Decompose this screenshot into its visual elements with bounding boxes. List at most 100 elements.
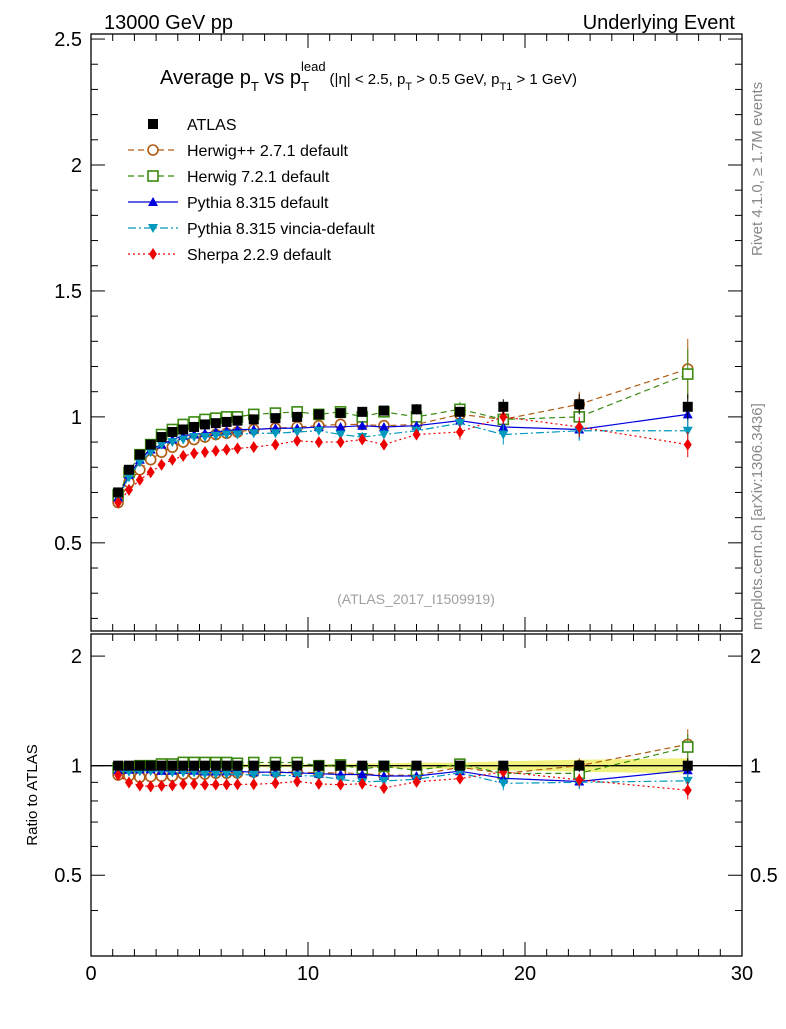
data-point <box>222 443 231 456</box>
ratio-point <box>179 778 188 791</box>
rivet-version-label: Rivet 4.1.0, ≥ 1.7M events <box>749 82 766 256</box>
data-point <box>232 415 243 426</box>
legend-marker <box>147 144 159 156</box>
ratio-point <box>681 741 694 753</box>
ratio-series-herwig-2-7-1-default <box>112 729 694 784</box>
data-point <box>135 473 144 486</box>
ratio-point <box>378 777 389 787</box>
ratio-point <box>232 760 243 771</box>
ratio-point <box>357 769 368 779</box>
data-point <box>145 439 156 450</box>
ratio-point <box>412 775 421 788</box>
data-point <box>211 444 220 457</box>
header-underlying-event: Underlying Event <box>583 12 736 34</box>
ratio-point <box>199 760 210 771</box>
plot-title: Average pT vs pTlead(|η| < 2.5, pT > 0.5… <box>160 59 577 94</box>
data-point <box>335 430 346 440</box>
ratio-point <box>178 760 189 771</box>
data-point <box>293 434 302 447</box>
ratio-point <box>378 760 389 771</box>
data-point <box>249 441 258 454</box>
x-tick-label: 0 <box>85 963 96 985</box>
data-point <box>335 421 346 431</box>
data-point <box>167 438 178 448</box>
ratio-point <box>682 776 693 786</box>
data-point <box>411 404 422 415</box>
data-point <box>248 414 259 425</box>
data-point <box>113 487 124 498</box>
header-energy-label: 13000 GeV pp <box>104 12 233 34</box>
x-tick-label: 10 <box>297 963 319 985</box>
data-point <box>498 430 509 440</box>
ratio-point <box>233 778 242 791</box>
legend-marker <box>148 197 158 206</box>
data-point <box>124 483 133 496</box>
legend-label: Sherpa 2.2.9 default <box>187 247 332 264</box>
data-point <box>189 421 200 432</box>
ratio-point <box>249 778 258 791</box>
data-point <box>314 436 323 449</box>
ratio-point <box>135 779 144 792</box>
x-tick-label: 20 <box>514 963 536 985</box>
data-point <box>145 448 156 458</box>
y-tick-label: 0.5 <box>54 533 82 555</box>
ratio-y-tick-label: 1 <box>750 756 761 778</box>
ratio-point <box>313 772 324 782</box>
legend-label: Pythia 8.315 default <box>187 195 329 212</box>
legend-entry-pythia-8-315-default: Pythia 8.315 default <box>128 195 329 212</box>
ratio-point <box>292 760 303 771</box>
data-point <box>200 446 209 459</box>
data-point <box>221 430 232 440</box>
data-point <box>167 427 178 437</box>
ratio-point <box>336 778 345 791</box>
legend-label: Herwig 7.2.1 default <box>187 169 330 186</box>
data-point <box>210 431 221 441</box>
data-point <box>292 428 303 437</box>
data-point <box>683 438 692 451</box>
ratio-point <box>411 760 422 771</box>
legend-entry-herwig-7-2-1-default: Herwig 7.2.1 default <box>128 169 330 186</box>
legend-marker <box>148 119 158 129</box>
ratio-y-tick-label: 2 <box>71 646 82 668</box>
ratio-point <box>178 768 189 778</box>
data-point <box>455 426 464 438</box>
ratio-point <box>134 760 145 771</box>
data-point <box>221 416 232 427</box>
ratio-point <box>313 760 324 771</box>
legend-entry-herwig-2-7-1-default: Herwig++ 2.7.1 default <box>128 143 349 160</box>
y-tick-label: 1 <box>71 407 82 429</box>
ratio-axis-label: Ratio to ATLAS <box>24 744 41 845</box>
data-point <box>335 408 346 419</box>
data-point <box>336 436 345 449</box>
ratio-series-line <box>117 771 688 791</box>
data-point <box>199 433 210 443</box>
ratio-point <box>113 760 124 771</box>
data-point <box>190 447 199 460</box>
ratio-panel-frame <box>90 633 743 957</box>
ratio-point <box>210 760 221 771</box>
legend: ATLAS Herwig++ 2.7.1 default Herwig 7.2.1 … <box>128 117 375 264</box>
data-point <box>232 430 243 440</box>
ratio-point <box>123 760 134 771</box>
ratio-point <box>683 784 692 797</box>
y-tick-label: 2.5 <box>54 29 82 51</box>
ratio-point <box>498 779 509 789</box>
data-point <box>454 406 465 417</box>
ratio-series-line <box>118 769 688 784</box>
ratio-point <box>574 760 585 771</box>
ratio-y-tick-label: 0.5 <box>54 865 82 887</box>
data-point <box>575 420 584 433</box>
data-point <box>156 432 167 443</box>
data-point <box>681 368 694 380</box>
data-point <box>499 410 508 423</box>
main-plot-area <box>112 338 694 509</box>
ratio-series-sherpa-2-2-9-default <box>114 765 692 800</box>
data-point <box>292 411 303 422</box>
ratio-point <box>211 778 220 791</box>
ratio-point <box>498 760 509 771</box>
data-point <box>168 453 177 466</box>
ratio-point <box>248 770 259 780</box>
ratio-point <box>114 768 123 781</box>
ratio-point <box>270 760 281 771</box>
